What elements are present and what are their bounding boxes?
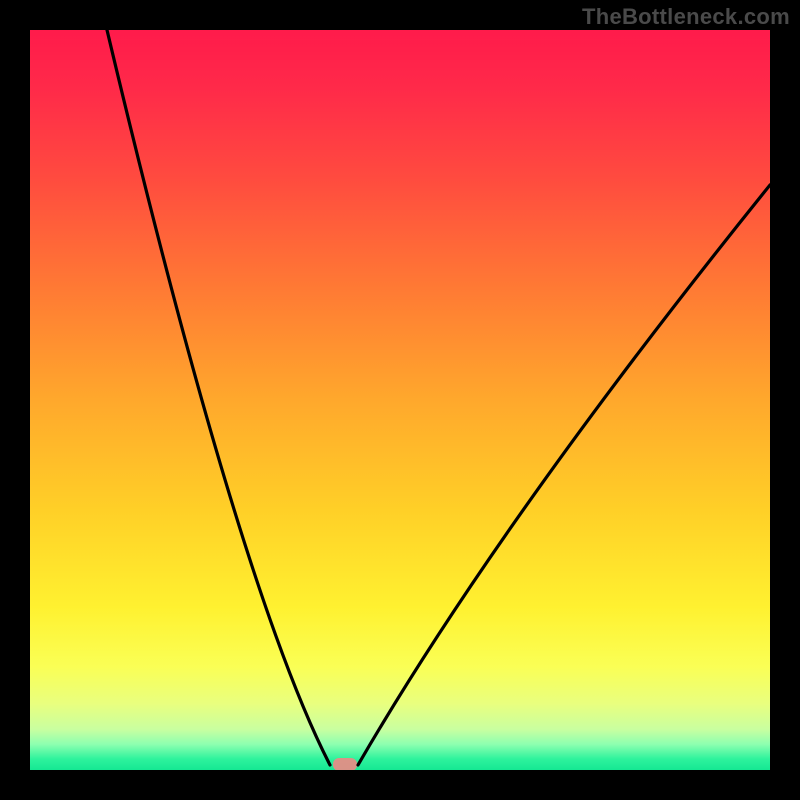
- watermark-label: TheBottleneck.com: [582, 4, 790, 30]
- chart-stage: TheBottleneck.com: [0, 0, 800, 800]
- plot-area: [30, 30, 770, 771]
- optimal-marker: [333, 758, 357, 771]
- chart-svg: [0, 0, 800, 800]
- gradient-background: [30, 30, 770, 770]
